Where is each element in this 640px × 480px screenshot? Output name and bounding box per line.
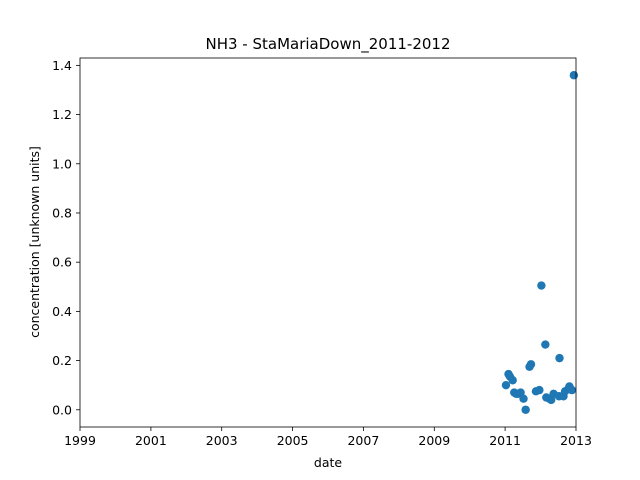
x-tick-label: 2005 <box>277 433 309 448</box>
data-point <box>519 394 528 403</box>
data-point <box>535 385 544 395</box>
y-tick-label: 0.8 <box>52 205 72 220</box>
y-tick-label: 0.2 <box>52 353 72 368</box>
data-point <box>521 405 530 414</box>
data-point <box>526 360 536 369</box>
x-tick-label: 2009 <box>418 433 450 448</box>
data-point <box>508 376 517 385</box>
data-point <box>537 281 546 290</box>
x-tick-label: 1999 <box>64 433 96 448</box>
x-tick-label: 2007 <box>347 433 379 448</box>
y-tick-label: 0.4 <box>52 304 72 319</box>
data-point <box>569 71 579 80</box>
chart-title: NH3 - StaMariaDown_2011-2012 <box>205 35 450 54</box>
y-tick-label: 0.6 <box>52 255 72 270</box>
y-tick-label: 1.4 <box>52 58 72 73</box>
x-tick-label: 2013 <box>560 433 592 448</box>
data-point <box>567 385 577 395</box>
x-tick-label: 2003 <box>206 433 238 448</box>
data-point <box>541 340 550 349</box>
x-axis-label: date <box>314 455 342 470</box>
data-point <box>555 353 564 363</box>
y-tick-label: 0.0 <box>52 402 72 417</box>
y-axis-ticks: 0.0 0.2 0.4 0.6 0.8 1.0 1.2 1.4 <box>52 58 80 417</box>
data-point <box>501 380 511 390</box>
x-tick-label: 2001 <box>135 433 167 448</box>
x-tick-label: 2011 <box>489 433 521 448</box>
y-axis-label: concentration [unknown units] <box>27 146 42 338</box>
plot-area-frame <box>79 57 577 428</box>
x-axis-ticks: 1999 2001 2003 2005 2007 2009 2011 2013 <box>64 427 592 448</box>
data-points <box>501 71 579 414</box>
y-tick-label: 1.2 <box>52 107 72 122</box>
y-tick-label: 1.0 <box>52 156 72 171</box>
